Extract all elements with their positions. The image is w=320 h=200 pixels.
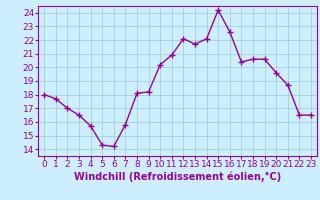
X-axis label: Windchill (Refroidissement éolien,°C): Windchill (Refroidissement éolien,°C) [74,172,281,182]
